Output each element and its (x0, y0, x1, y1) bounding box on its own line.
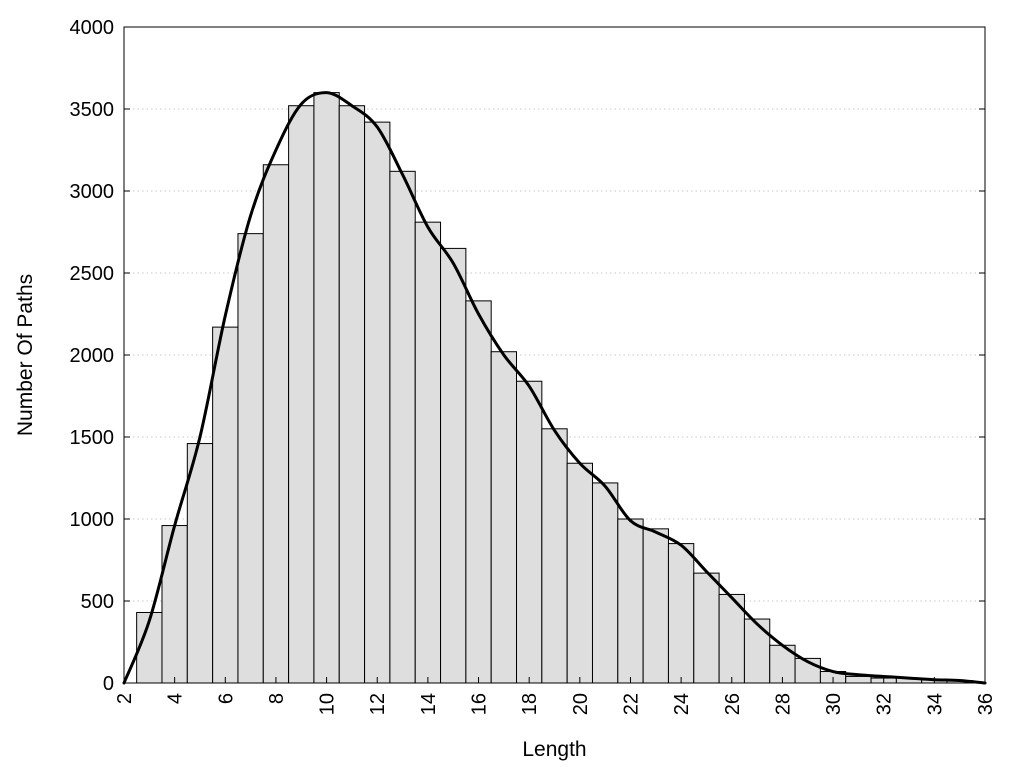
histogram-bar (516, 380, 543, 684)
x-tick-label: 18 (519, 693, 541, 715)
histogram-bar (743, 618, 771, 684)
histogram-bar (440, 247, 467, 684)
histogram-bar (288, 105, 315, 684)
x-tick-label: 14 (418, 693, 440, 715)
histogram-bar (364, 121, 391, 684)
y-axis-label: Number Of Paths (14, 274, 37, 436)
histogram-bar (845, 675, 872, 684)
x-tick-label: 10 (317, 693, 339, 715)
histogram-bar (262, 164, 290, 684)
y-tick-label: 2000 (70, 345, 115, 367)
histogram-bar (667, 543, 695, 684)
x-tick-label: 36 (975, 693, 997, 715)
x-tick-label: 16 (469, 693, 491, 715)
x-tick-label: 28 (772, 693, 794, 715)
histogram-bar (161, 525, 188, 684)
histogram-bar (490, 351, 518, 684)
histogram-bar (338, 105, 366, 684)
x-tick-label: 30 (823, 693, 845, 715)
x-tick-label: 24 (671, 693, 693, 715)
y-tick-label: 3000 (70, 181, 115, 203)
x-tick-label: 4 (165, 693, 187, 704)
histogram-bar (541, 428, 568, 684)
histogram-bar (313, 92, 340, 684)
y-tick-label: 3500 (70, 99, 115, 121)
y-tick-label: 2500 (70, 263, 115, 285)
x-tick-label: 12 (367, 693, 389, 715)
y-tick-label: 0 (103, 673, 114, 695)
x-tick-label: 34 (924, 693, 946, 715)
histogram-bar (414, 221, 442, 684)
histogram-bar (212, 326, 239, 684)
x-tick-label: 6 (215, 693, 237, 704)
histogram-bar (642, 528, 669, 684)
x-tick-label: 22 (620, 693, 642, 715)
y-tick-label: 1000 (70, 509, 115, 531)
y-tick-label: 1500 (70, 427, 115, 449)
x-axis-label: Length (522, 738, 586, 761)
x-tick-label: 2 (114, 693, 136, 704)
y-tick-label: 500 (81, 591, 114, 613)
histogram-bar (617, 518, 644, 684)
histogram-bar (237, 233, 264, 684)
x-tick-label: 26 (722, 693, 744, 715)
y-tick-label: 4000 (70, 17, 115, 39)
x-tick-label: 8 (266, 693, 288, 704)
histogram-bar (566, 462, 593, 684)
bars (136, 92, 973, 684)
x-axis-ticks: 2 4 6 8 10 12 14 16 18 20 22 24 26 28 30 32 34 36 (114, 677, 997, 715)
histogram-bar (186, 443, 214, 684)
density-curve (122, 91, 987, 685)
x-tick-label: 32 (874, 693, 896, 715)
histogram-bar (591, 482, 619, 684)
histogram-bar (465, 300, 492, 684)
y-axis-ticks: 0 500 1000 1500 2000 2500 3000 3500 4000 (70, 17, 985, 695)
histogram-bar (693, 572, 720, 684)
x-tick-label: 20 (570, 693, 592, 715)
histogram-bar (389, 170, 416, 684)
